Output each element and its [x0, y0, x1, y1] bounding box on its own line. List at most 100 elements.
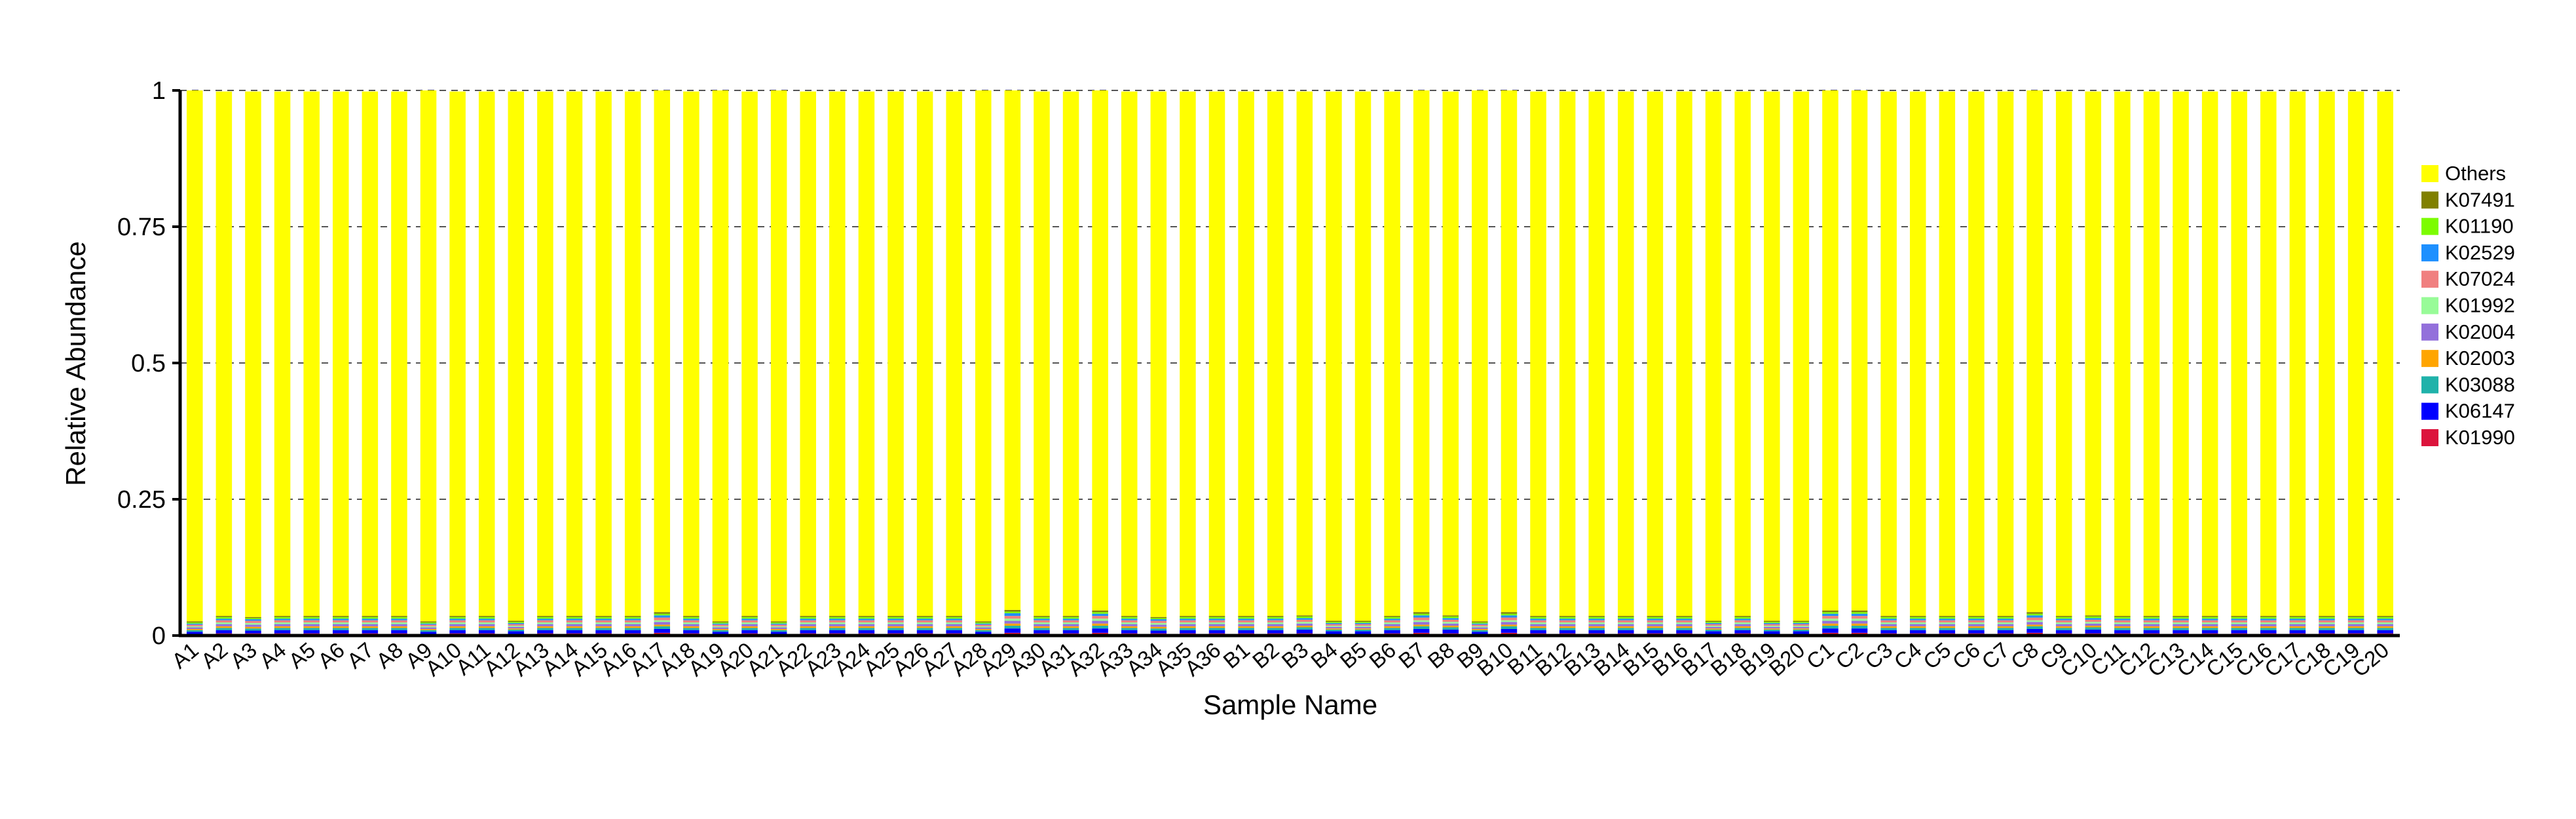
y-tick-label: 0: [152, 622, 166, 650]
bar-segment: [1413, 624, 1430, 626]
bar-segment: [770, 621, 787, 623]
bar-segment: [1413, 629, 1430, 633]
bar-segment: [800, 622, 816, 624]
bar-segment: [274, 628, 291, 630]
bar-segment: [2026, 90, 2043, 613]
bar-segment: [1559, 622, 1576, 624]
bar-segment: [1238, 622, 1254, 624]
bar-segment: [1208, 622, 1225, 624]
bar-segment: [2114, 91, 2131, 617]
bar-stack: [1530, 91, 1546, 636]
bar-segment: [2289, 616, 2306, 617]
legend-label: K06147: [2445, 400, 2515, 423]
bar-segment: [800, 630, 816, 634]
bar-segment: [1472, 624, 1488, 626]
bar-segment: [683, 630, 700, 634]
bar-segment: [1326, 626, 1342, 627]
bar-stack: [391, 91, 407, 636]
bar-segment: [420, 621, 437, 623]
bar-segment: [1121, 91, 1138, 617]
bar-segment: [449, 626, 466, 628]
bar-segment: [1909, 624, 1926, 626]
bar-segment: [2231, 617, 2248, 619]
bar-segment: [2055, 628, 2072, 630]
bar-stack: [741, 91, 758, 636]
bar-segment: [858, 630, 875, 634]
bar-segment: [1121, 628, 1138, 630]
bar-segment: [1267, 616, 1284, 617]
bar-segment: [1472, 621, 1488, 623]
bar-segment: [2377, 624, 2393, 626]
bar-stack: [508, 91, 525, 636]
bar-segment: [391, 91, 407, 617]
bar-segment: [1092, 90, 1108, 611]
bar-segment: [2377, 626, 2393, 628]
bar-segment: [2289, 619, 2306, 620]
bar-segment: [887, 624, 904, 626]
bar-segment: [2085, 627, 2102, 630]
bar-segment: [887, 626, 904, 628]
bar-stack: [2231, 91, 2248, 636]
bar-segment: [245, 619, 261, 621]
legend-swatch: [2421, 244, 2438, 261]
bar-segment: [2173, 91, 2189, 617]
bar-stack: [1208, 91, 1225, 636]
bar-segment: [2347, 630, 2364, 634]
bar-segment: [1793, 629, 1810, 632]
bar-segment: [2231, 91, 2248, 617]
bar-segment: [2173, 630, 2189, 634]
bar-segment: [215, 91, 233, 617]
bar-segment: [1880, 630, 1897, 634]
bar-segment: [566, 630, 583, 634]
bar-segment: [1472, 90, 1488, 622]
bar-segment: [478, 620, 495, 623]
bar-segment: [537, 624, 553, 626]
bar-stack: [1062, 91, 1079, 636]
bar-segment: [916, 616, 933, 617]
bar-segment: [215, 616, 233, 617]
bar-segment: [975, 90, 992, 622]
bar-segment: [1034, 624, 1050, 626]
x-tick-label: C20: [2347, 638, 2393, 681]
bar-segment: [741, 630, 758, 634]
bar-segment: [946, 620, 962, 623]
bar-segment: [391, 630, 407, 634]
bar-segment: [1530, 620, 1546, 623]
bar-segment: [916, 91, 933, 617]
legend-label: K02003: [2445, 347, 2515, 370]
bar-segment: [1676, 617, 1692, 619]
bar-segment: [683, 620, 700, 623]
bar-segment: [1180, 617, 1196, 619]
bar-stack: [1472, 90, 1488, 636]
bar-segment: [1588, 617, 1605, 619]
bar-segment: [2055, 619, 2072, 620]
bar-segment: [303, 626, 320, 628]
bar-stack: [1705, 91, 1722, 636]
bar-segment: [1822, 619, 1839, 621]
bar-segment: [420, 630, 437, 632]
bar-segment: [1150, 620, 1167, 623]
bar-segment: [303, 91, 320, 617]
bar-stack: [1354, 91, 1372, 636]
bar-segment: [274, 617, 291, 619]
bar-segment: [2231, 624, 2248, 626]
bar-segment: [1326, 91, 1342, 621]
bar-segment: [2319, 626, 2335, 628]
bar-segment: [829, 620, 846, 623]
legend-item: K01190: [2421, 215, 2514, 238]
bar-segment: [946, 622, 962, 624]
bar-segment: [1384, 616, 1400, 617]
bar-segment: [1822, 613, 1839, 617]
bar-stack: [712, 90, 729, 636]
bar-segment: [946, 619, 962, 620]
bar-segment: [391, 619, 407, 620]
bar-segment: [2289, 630, 2306, 634]
bar-segment: [1208, 630, 1225, 634]
bar-segment: [2201, 619, 2218, 620]
bar-segment: [1618, 91, 1634, 617]
bar-segment: [1997, 91, 2014, 617]
y-tick-label: 0.25: [117, 486, 166, 514]
bar-segment: [1647, 619, 1664, 620]
bar-segment: [537, 617, 553, 619]
bar-segment: [2085, 619, 2102, 622]
